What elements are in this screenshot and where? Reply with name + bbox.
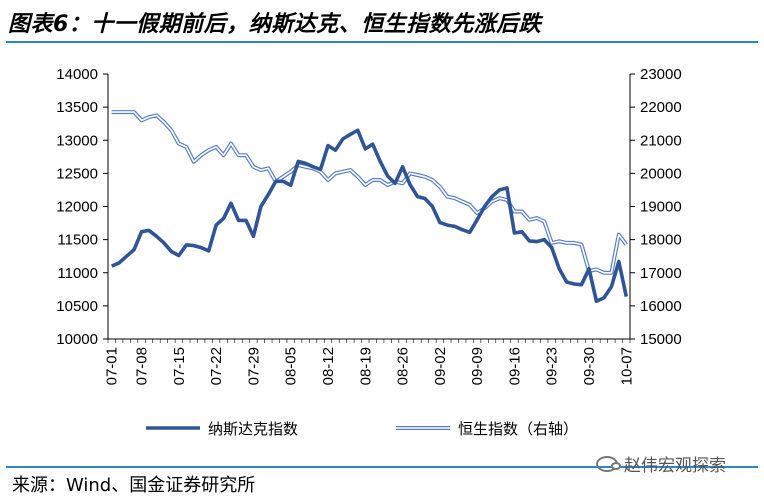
legend-nasdaq-label: 纳斯达克指数 (208, 421, 298, 438)
line-chart: 10000 10500 11000 11500 12000 12500 13000 13500… (56, 66, 681, 438)
x-tick-label: 08-12 (320, 347, 337, 385)
x-tick-label: 10-07 (618, 347, 635, 385)
left-tick-label: 14000 (56, 66, 98, 83)
right-tick-label: 18000 (640, 232, 682, 249)
left-tick-label: 10500 (56, 298, 98, 315)
x-tick-label: 09-16 (506, 347, 523, 385)
right-tick-label: 21000 (640, 132, 682, 149)
series-lines (110, 110, 629, 304)
left-tick-label: 13000 (56, 132, 98, 149)
x-tick-label: 07-08 (134, 347, 151, 385)
right-tick-label: 20000 (640, 165, 682, 182)
wechat-icon (596, 455, 621, 472)
x-tick-label: 09-23 (544, 347, 561, 385)
hangseng-line (111, 111, 627, 274)
left-tick-label: 10000 (56, 331, 98, 348)
chart-title: 图表6：十一假期前后，纳斯达克、恒生指数先涨后跌 (8, 12, 542, 37)
right-tick-label: 22000 (640, 99, 682, 116)
left-tick-label: 11500 (57, 232, 98, 249)
right-tick-label: 23000 (640, 66, 682, 83)
x-tick-label: 08-05 (283, 347, 300, 385)
top-rule (6, 41, 758, 43)
left-tick-label: 12000 (56, 199, 98, 216)
nasdaq-line (110, 128, 629, 304)
right-tick-label: 17000 (640, 265, 682, 282)
left-tick-label: 12500 (56, 165, 98, 182)
x-tick-label: 08-19 (357, 347, 374, 385)
legend-hangseng-label: 恒生指数（右轴） (458, 421, 578, 438)
x-tick-label: 07-29 (245, 347, 262, 385)
axes: 10000 10500 11000 11500 12000 12500 13000 13500… (56, 66, 681, 385)
left-tick-label: 11000 (57, 265, 98, 282)
source-note: 来源：Wind、国金证券研究所 (12, 475, 256, 496)
hangseng-line-outline (111, 110, 628, 275)
x-tick-label: 07-01 (104, 347, 121, 385)
right-tick-label: 19000 (640, 199, 682, 216)
x-tick-label: 08-26 (395, 347, 412, 385)
watermark-text: 赵伟宏观探索 (624, 456, 726, 476)
x-tick-label: 07-22 (208, 347, 225, 385)
x-tick-label: 09-09 (469, 347, 486, 385)
right-tick-label: 15000 (640, 331, 682, 348)
watermark: 赵伟宏观探索 (596, 451, 726, 476)
left-tick-label: 13500 (56, 99, 98, 116)
x-tick-label: 09-30 (581, 347, 598, 385)
legend: 纳斯达克指数 恒生指数（右轴） (146, 421, 578, 438)
right-tick-label: 16000 (640, 298, 682, 315)
bottom-rule (6, 466, 758, 468)
x-tick-label: 07-15 (171, 347, 188, 385)
x-tick-label: 09-02 (432, 347, 449, 385)
